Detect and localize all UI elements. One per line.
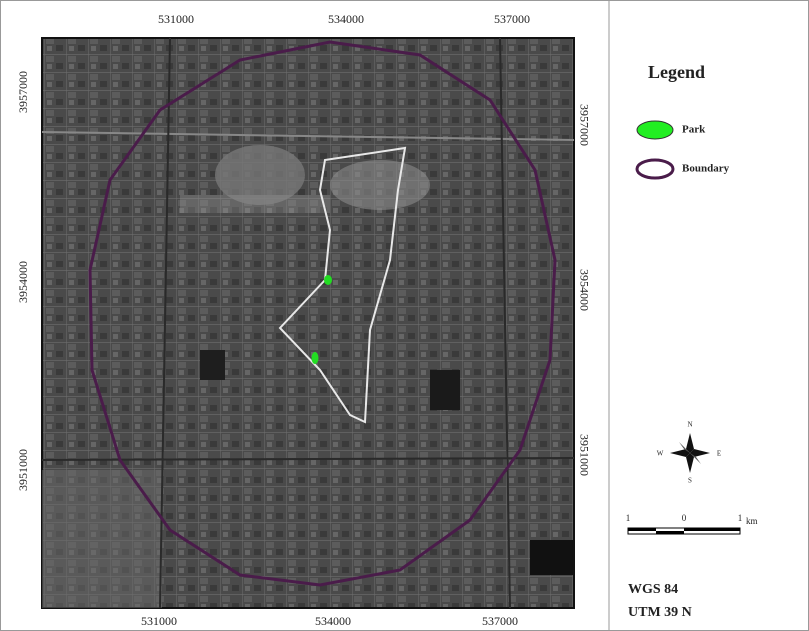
coord-label: 537000 — [494, 12, 530, 26]
coord-label: 3957000 — [577, 104, 591, 146]
page: 531000 534000 537000 531000 534000 53700… — [0, 0, 809, 631]
coord-label: 3957000 — [16, 71, 30, 113]
scale-unit: km — [746, 516, 758, 526]
legend-label: Boundary — [682, 163, 730, 175]
legend-swatch — [637, 160, 673, 178]
compass-label: E — [717, 450, 721, 458]
coord-label: 3951000 — [16, 449, 30, 491]
coord-label: 531000 — [141, 614, 177, 628]
scale-bar — [628, 528, 740, 534]
coord-label: 537000 — [482, 614, 518, 628]
scale-label: 0 — [682, 513, 687, 523]
park — [312, 352, 319, 364]
projection-label: WGS 84 — [628, 582, 678, 597]
legend-swatch — [637, 121, 673, 139]
scale-label: 1 — [626, 513, 631, 523]
compass-label: S — [688, 477, 692, 485]
map-page: 531000 534000 537000 531000 534000 53700… — [0, 0, 809, 631]
legend-label: Park — [682, 124, 706, 136]
compass-label: W — [657, 450, 664, 458]
legend-title: Legend — [648, 62, 705, 82]
scale-label: 1 — [738, 513, 743, 523]
coord-label: 531000 — [158, 12, 194, 26]
coord-label: 534000 — [315, 614, 351, 628]
coord-label: 3951000 — [577, 434, 591, 476]
coord-label: 3954000 — [16, 261, 30, 303]
north-arrow — [670, 433, 710, 473]
park — [324, 275, 332, 285]
compass-label: N — [687, 421, 692, 429]
coord-label: 3954000 — [577, 269, 591, 311]
coord-label: 534000 — [328, 12, 364, 26]
projection-label: UTM 39 N — [628, 605, 692, 620]
satellite-image — [42, 38, 574, 608]
